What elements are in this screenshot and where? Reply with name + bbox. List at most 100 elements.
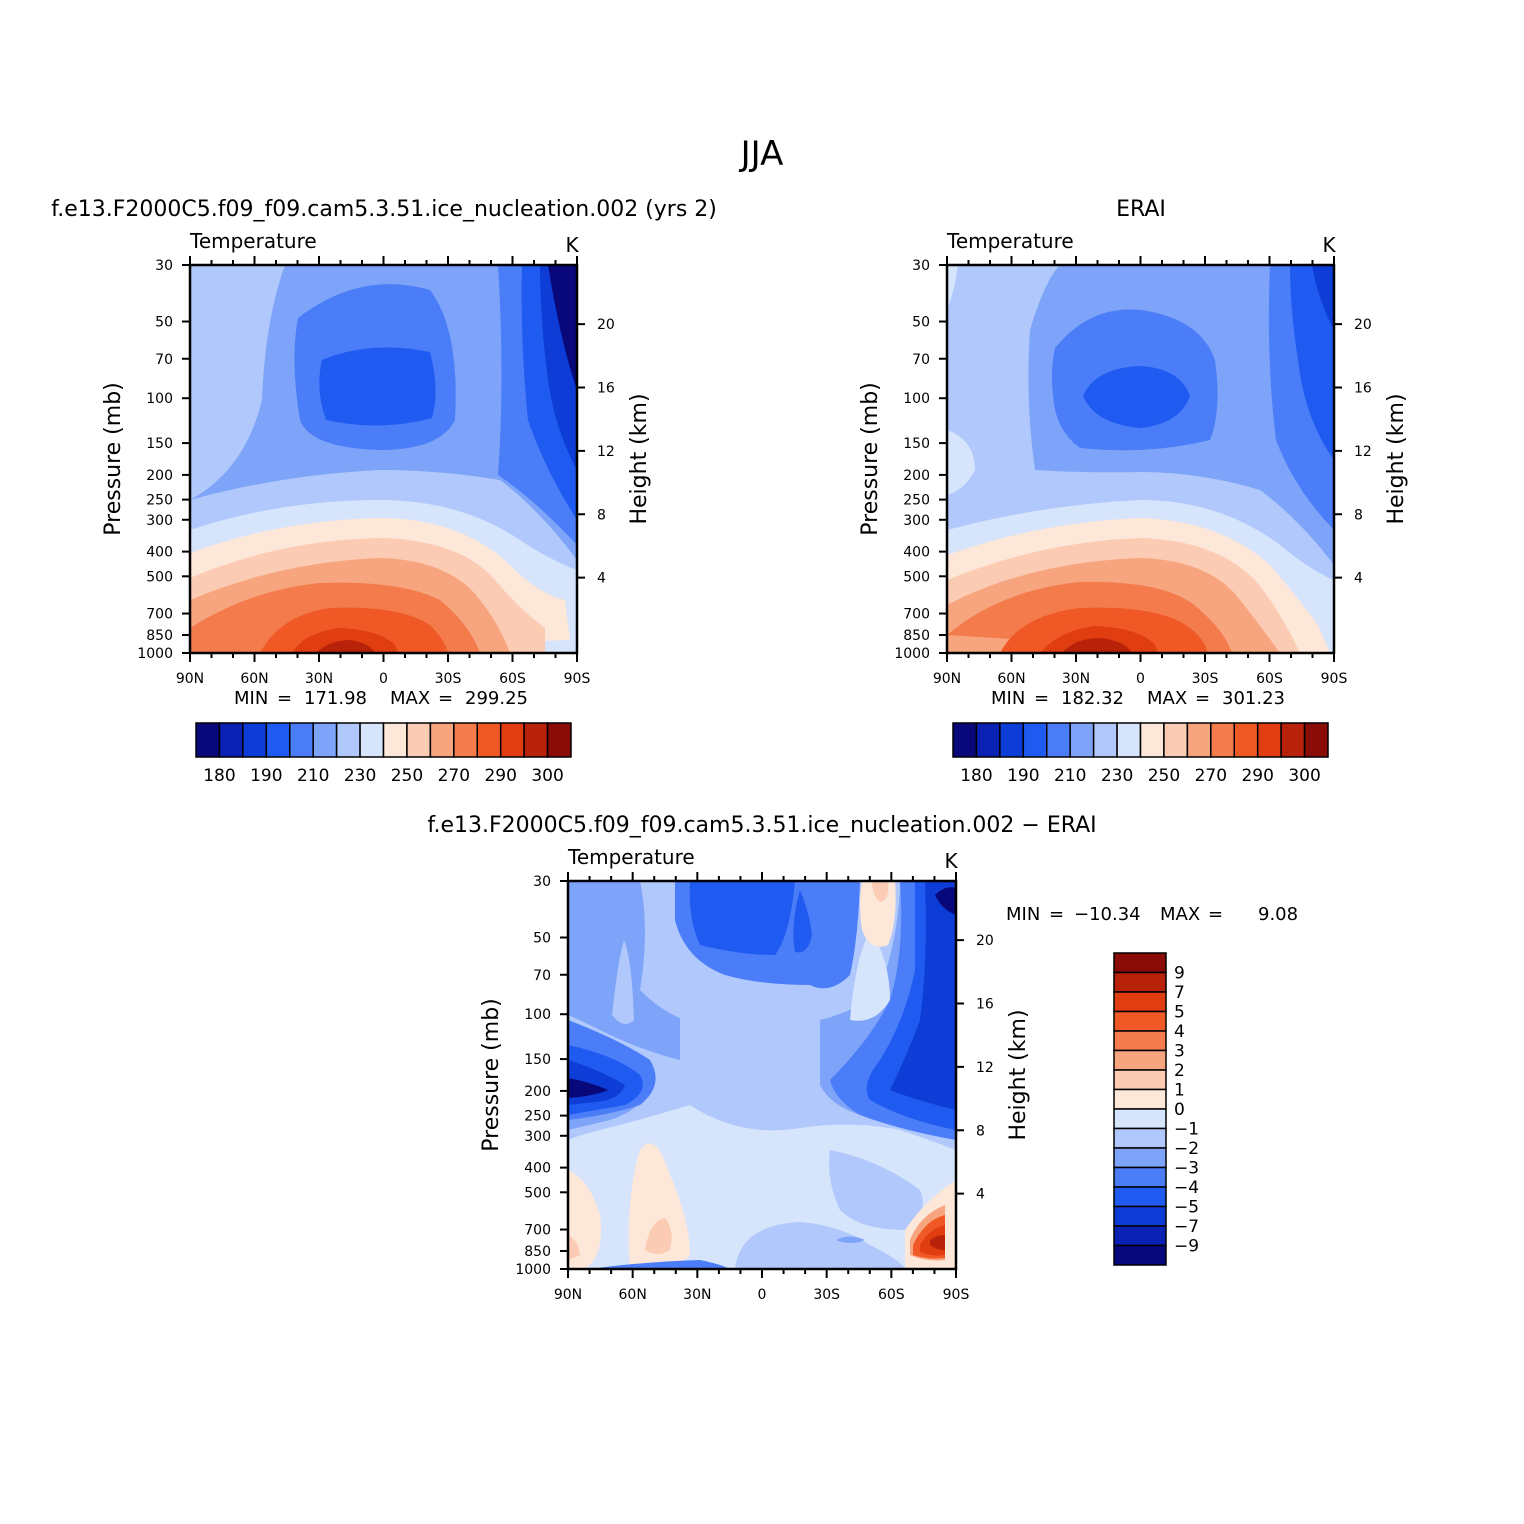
x-tick-label: 60S xyxy=(878,1287,905,1303)
contour-band xyxy=(947,430,975,495)
y-tick-label: 100 xyxy=(146,391,173,407)
colorbar-label: 250 xyxy=(391,766,423,786)
panel-model-title: f.e13.F2000C5.f09_f09.cam5.3.51.ice_nucl… xyxy=(51,197,717,222)
stats-line: MIN = 171.98 MAX = 299.25 xyxy=(234,688,528,709)
y-axis-label: Pressure (mb) xyxy=(101,382,126,536)
stats-line: MIN = −10.34 MAX = 9.08 xyxy=(1006,904,1298,925)
y-right-tick-label: 8 xyxy=(597,507,606,523)
y-right-tick-label: 12 xyxy=(1354,444,1372,460)
max-equals: = xyxy=(438,688,453,709)
colorbar-swatch xyxy=(242,722,268,758)
x-tick-label: 30N xyxy=(683,1287,711,1303)
colorbar-label: 210 xyxy=(297,766,329,786)
x-tick-label: 30N xyxy=(305,671,333,687)
panel-model-contours xyxy=(190,265,577,653)
contour-band xyxy=(890,881,956,1110)
colorbar-swatch xyxy=(359,722,385,758)
colorbar-swatch xyxy=(1069,722,1095,758)
colorbar-label: 210 xyxy=(1054,766,1086,786)
y-tick-label: 850 xyxy=(524,1244,551,1260)
colorbar-swatch xyxy=(1113,1147,1167,1169)
colorbar-swatch xyxy=(1022,722,1048,758)
x-tick-label: 90S xyxy=(943,1287,970,1303)
colorbar-swatch xyxy=(335,722,361,758)
colorbar-swatch xyxy=(195,722,221,758)
y-tick-label: 100 xyxy=(524,1007,551,1023)
panel-erai-units: K xyxy=(1322,233,1336,257)
max-value: 9.08 xyxy=(1258,904,1298,925)
colorbar-swatch xyxy=(453,722,478,758)
x-tick-label: 90N xyxy=(176,671,204,687)
y-axis-label: Pressure (mb) xyxy=(479,998,504,1152)
colorbar-label: −1 xyxy=(1174,1120,1199,1140)
min-equals: = xyxy=(1034,688,1049,709)
y-axis-right-label: Height (km) xyxy=(1384,393,1409,524)
max-label: MAX xyxy=(1147,688,1187,709)
panel-difference-units: K xyxy=(944,849,958,873)
y-tick-label: 30 xyxy=(912,258,930,274)
y-tick-label: 1000 xyxy=(515,1262,551,1278)
colorbar-label: 1 xyxy=(1174,1081,1185,1101)
colorbar-swatch xyxy=(952,722,978,758)
colorbar-swatch xyxy=(1116,722,1142,758)
colorbar-swatch xyxy=(1046,722,1071,758)
contour-band xyxy=(1312,265,1334,330)
colorbar-swatch xyxy=(476,722,502,758)
colorbar-swatch xyxy=(1139,722,1165,758)
y-tick-label: 400 xyxy=(903,545,930,561)
colorbar-label: 290 xyxy=(484,766,516,786)
colorbar-label: 230 xyxy=(344,766,376,786)
panel-model: f.e13.F2000C5.f09_f09.cam5.3.51.ice_nucl… xyxy=(51,197,717,786)
y-right-tick-label: 4 xyxy=(976,1187,985,1203)
max-equals: = xyxy=(1195,688,1210,709)
y-tick-label: 70 xyxy=(155,352,173,368)
colorbar-swatch xyxy=(1210,722,1235,758)
colorbar-swatch xyxy=(1186,722,1212,758)
colorbar-swatch xyxy=(1113,1186,1167,1208)
x-tick-label: 90S xyxy=(1321,671,1348,687)
colorbar-swatch xyxy=(1113,1010,1167,1032)
x-tick-label: 90N xyxy=(933,671,961,687)
colorbar-label: 270 xyxy=(438,766,470,786)
panel-difference-title: f.e13.F2000C5.f09_f09.cam5.3.51.ice_nucl… xyxy=(427,813,1096,838)
y-right-tick-label: 20 xyxy=(597,317,615,333)
y-tick-label: 700 xyxy=(903,607,930,623)
colorbar-label: 4 xyxy=(1174,1022,1185,1042)
y-tick-label: 30 xyxy=(155,258,173,274)
contour-band xyxy=(735,1222,905,1269)
panel-difference-contours xyxy=(568,881,956,1269)
colorbar-label: −9 xyxy=(1174,1237,1199,1257)
panel-model-axes: 90N 60N 30N 0 30S 60S 90S 30 50 70 100 150 200 250 300… xyxy=(137,256,615,687)
y-tick-label: 850 xyxy=(146,628,173,644)
y-axis-right-label: Height (km) xyxy=(627,393,652,524)
max-value: 301.23 xyxy=(1222,688,1285,709)
colorbar-swatch xyxy=(1113,971,1167,993)
contour-band xyxy=(930,1235,945,1250)
min-label: MIN xyxy=(991,688,1025,709)
colorbar-label: 180 xyxy=(960,766,992,786)
x-tick-label: 30S xyxy=(435,671,462,687)
colorbar-swatch xyxy=(1113,1030,1167,1052)
colorbar-label: −3 xyxy=(1174,1159,1199,1179)
y-right-tick-label: 16 xyxy=(976,997,994,1013)
y-tick-label: 50 xyxy=(533,931,551,947)
colorbar-label: 270 xyxy=(1195,766,1227,786)
y-right-tick-label: 12 xyxy=(976,1060,994,1076)
colorbar-swatch xyxy=(382,722,408,758)
min-label: MIN xyxy=(234,688,268,709)
contour-band xyxy=(836,1236,865,1243)
panel-erai-title: ERAI xyxy=(1116,197,1166,222)
colorbar-swatch xyxy=(1233,722,1259,758)
panel-difference: f.e13.F2000C5.f09_f09.cam5.3.51.ice_nucl… xyxy=(427,813,1298,1303)
x-tick-label: 0 xyxy=(758,1287,767,1303)
min-equals: = xyxy=(277,688,292,709)
colorbar-label: 190 xyxy=(1007,766,1039,786)
colorbar-label: 300 xyxy=(1288,766,1320,786)
y-tick-label: 400 xyxy=(146,545,173,561)
x-tick-label: 30S xyxy=(813,1287,840,1303)
y-tick-label: 300 xyxy=(903,513,930,529)
contour-band xyxy=(628,1143,690,1269)
colorbar-swatch xyxy=(1113,1244,1167,1266)
colorbar-swatch xyxy=(1113,1205,1167,1227)
